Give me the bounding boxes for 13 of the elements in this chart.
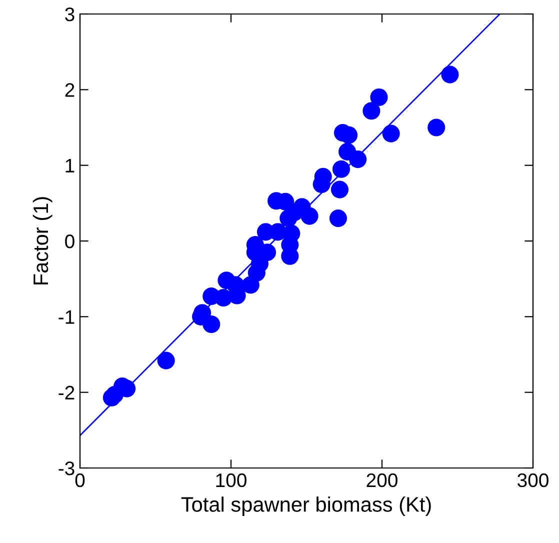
x-tick-label: 100 [216, 473, 246, 488]
x-tick-label: 300 [518, 473, 548, 488]
y-tick-label: -1 [58, 310, 74, 324]
y-tick-label: -3 [58, 461, 74, 476]
y-tick-label: 2 [65, 83, 74, 97]
x-tick-label: 0 [75, 473, 85, 488]
x-axis-title: Total spawner biomass (Kt) [181, 496, 431, 516]
y-tick-label: -2 [58, 386, 74, 400]
y-tick-label: 3 [65, 7, 74, 22]
y-tick-label: 1 [66, 159, 74, 172]
y-tick-label: 0 [65, 234, 74, 248]
x-tick-label: 200 [366, 473, 398, 488]
y-axis-title: Factor (1) [32, 197, 52, 284]
